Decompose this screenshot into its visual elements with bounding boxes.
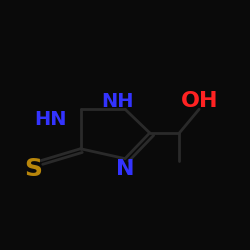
Text: OH: OH — [180, 91, 218, 111]
Text: S: S — [24, 156, 42, 180]
Text: N: N — [116, 158, 134, 178]
Text: NH: NH — [101, 92, 134, 111]
Text: HN: HN — [34, 110, 67, 128]
